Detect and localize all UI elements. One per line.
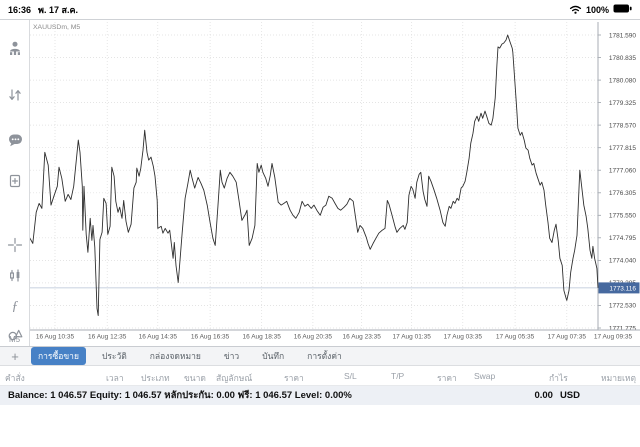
svg-text:1778.570: 1778.570 (609, 122, 636, 129)
tab-2[interactable]: กล่องจดหมาย (149, 351, 201, 361)
svg-text:16 Aug 14:35: 16 Aug 14:35 (139, 334, 178, 341)
wifi-icon (569, 4, 582, 16)
tab-1[interactable]: ประวัติ (101, 351, 127, 361)
chart-area[interactable]: 1781.590 1780.835 1780.080 1779.325 1778.570… (30, 20, 640, 346)
status-date: พ. 17 ส.ค. (38, 4, 78, 15)
column-header-10[interactable]: กำไร (549, 373, 568, 383)
main-area: ƒ M5 1781.590 1780.835 1780.080 1779.325 177… (0, 20, 640, 346)
crosshair-icon[interactable] (6, 236, 24, 254)
battery-percent: 100% (585, 4, 609, 15)
messages-icon[interactable] (6, 131, 24, 149)
svg-text:16 Aug 18:35: 16 Aug 18:35 (243, 334, 282, 341)
tab-5[interactable]: การตั้งค่า (307, 351, 342, 361)
svg-text:16 Aug 16:35: 16 Aug 16:35 (191, 334, 230, 341)
svg-text:1773.116: 1773.116 (609, 285, 636, 292)
svg-text:XAUUSDm, M5: XAUUSDm, M5 (33, 24, 80, 31)
column-header-3[interactable]: ขนาด (184, 373, 206, 383)
svg-text:1777.060: 1777.060 (609, 168, 636, 175)
column-header-8[interactable]: ราคา (437, 373, 457, 383)
new-order-icon[interactable] (6, 172, 24, 190)
column-header-11[interactable]: หมายเหตุ (601, 373, 636, 383)
svg-text:1777.815: 1777.815 (609, 145, 636, 152)
buy-sell-arrows-icon[interactable] (6, 86, 24, 104)
svg-text:17 Aug 07:35: 17 Aug 07:35 (548, 334, 587, 341)
tab-0[interactable]: การซื้อขาย (31, 347, 86, 365)
svg-text:1772.530: 1772.530 (609, 303, 636, 310)
orders-table-header: คำสั่ง เวลา ประเภท ขนาด สัญลักษณ์ ราคา S/L T/P ร… (0, 366, 640, 386)
svg-text:1771.775: 1771.775 (609, 325, 636, 332)
svg-text:1774.795: 1774.795 (609, 235, 636, 242)
svg-text:17 Aug 09:35: 17 Aug 09:35 (594, 334, 633, 341)
column-header-7[interactable]: T/P (391, 371, 405, 381)
price-chart[interactable]: 1781.590 1780.835 1780.080 1779.325 1778.570… (30, 20, 640, 346)
column-header-9[interactable]: Swap (474, 371, 496, 381)
tab-3[interactable]: ข่าว (223, 351, 240, 361)
svg-text:1780.835: 1780.835 (609, 55, 636, 62)
bottom-tab-bar: + การซื้อขาย ประวัติ กล่องจดหมาย ข่าว บันทึก… (0, 346, 640, 366)
status-bar: 16:36 พ. 17 ส.ค. 100% (0, 0, 640, 20)
svg-text:16 Aug 20:35: 16 Aug 20:35 (294, 334, 333, 341)
column-header-2[interactable]: ประเภท (141, 373, 170, 383)
account-summary: Balance: 1 046.57 Equity: 1 046.57 หลักป… (8, 390, 352, 401)
svg-text:1776.305: 1776.305 (609, 190, 636, 197)
svg-text:16 Aug 23:35: 16 Aug 23:35 (343, 334, 382, 341)
svg-text:17 Aug 03:35: 17 Aug 03:35 (444, 334, 483, 341)
objects-icon[interactable] (6, 325, 24, 343)
add-tab-button[interactable]: + (11, 348, 19, 364)
svg-text:1781.590: 1781.590 (609, 32, 636, 39)
column-header-4[interactable]: สัญลักษณ์ (216, 373, 253, 383)
indicators-icon[interactable]: ƒ (11, 299, 19, 314)
svg-text:1774.040: 1774.040 (609, 258, 636, 265)
svg-text:16 Aug 10:35: 16 Aug 10:35 (36, 334, 75, 341)
svg-text:1775.550: 1775.550 (609, 213, 636, 220)
status-time: 16:36 (8, 4, 32, 15)
column-header-6[interactable]: S/L (344, 371, 357, 381)
sidebar: ƒ M5 (0, 20, 30, 346)
column-header-5[interactable]: ราคา (284, 373, 304, 383)
account-balance-row: Balance: 1 046.57 Equity: 1 046.57 หลักป… (0, 386, 640, 405)
tab-4[interactable]: บันทึก (262, 351, 285, 361)
trader-account-icon[interactable] (6, 39, 24, 57)
timeframe-label[interactable]: M5 (8, 335, 21, 344)
profit-value: 0.00 (534, 390, 553, 401)
svg-text:16 Aug 12:35: 16 Aug 12:35 (88, 334, 127, 341)
svg-text:1779.325: 1779.325 (609, 100, 636, 107)
profit-currency: USD (559, 390, 580, 401)
svg-text:17 Aug 05:35: 17 Aug 05:35 (496, 334, 535, 341)
battery-icon (613, 4, 632, 15)
chart-type-icon[interactable] (6, 267, 24, 285)
column-header-1[interactable]: เวลา (106, 373, 124, 383)
bottom-space (0, 405, 640, 447)
svg-text:17 Aug 01:35: 17 Aug 01:35 (393, 334, 432, 341)
svg-text:1780.080: 1780.080 (609, 77, 636, 84)
column-header-0[interactable]: คำสั่ง (5, 373, 25, 383)
